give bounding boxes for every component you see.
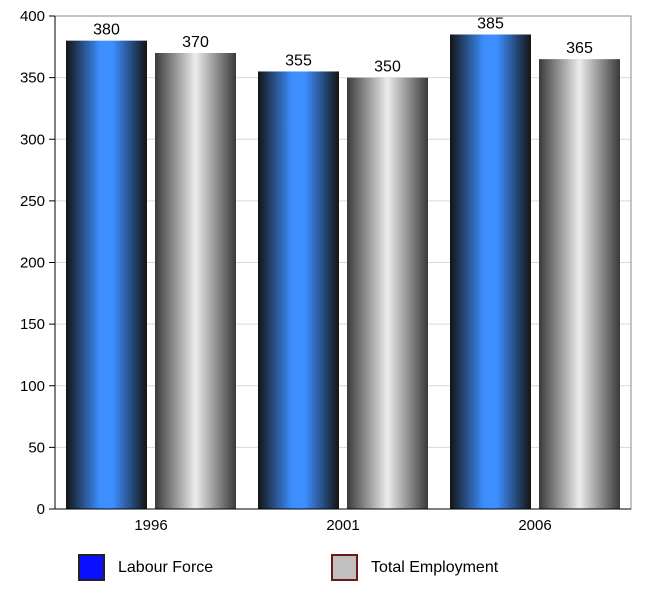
legend-swatch-total-employment bbox=[331, 554, 358, 581]
bar-labour-force-2006 bbox=[450, 34, 531, 510]
bar-total-employment-2001 bbox=[347, 77, 428, 509]
y-tick-label-50: 50 bbox=[28, 439, 45, 456]
labels: 0 50 100 150 200 250 300 350 400 380 370 1996 355 350… bbox=[20, 8, 593, 534]
bar-labour-force-2001 bbox=[258, 71, 339, 510]
bar-total-employment-1996 bbox=[155, 52, 236, 509]
data-label-labour-force-1996: 380 bbox=[93, 22, 120, 39]
legend: Labour Force Total Employment bbox=[0, 554, 655, 590]
data-label-total-employment-2006: 365 bbox=[566, 40, 593, 57]
y-tick-label-100: 100 bbox=[20, 378, 45, 395]
x-tick-label-2001: 2001 bbox=[326, 517, 359, 534]
data-label-total-employment-2001: 350 bbox=[374, 59, 401, 76]
y-tick-label-0: 0 bbox=[37, 501, 45, 518]
bar-chart: 0 50 100 150 200 250 300 350 400 380 370 1996 355 350… bbox=[20, 8, 632, 534]
x-tick-label-1996: 1996 bbox=[134, 517, 167, 534]
legend-swatch-labour-force bbox=[78, 554, 105, 581]
y-tick-label-350: 350 bbox=[20, 70, 45, 87]
bar-labour-force-1996 bbox=[66, 40, 147, 510]
bars bbox=[66, 34, 620, 510]
legend-item-total-employment: Total Employment bbox=[331, 554, 498, 581]
legend-item-labour-force: Labour Force bbox=[78, 554, 213, 581]
y-tick-label-300: 300 bbox=[20, 131, 45, 148]
y-tick-label-150: 150 bbox=[20, 316, 45, 333]
y-tick-label-200: 200 bbox=[20, 255, 45, 272]
y-tick-label-250: 250 bbox=[20, 193, 45, 210]
data-label-labour-force-2001: 355 bbox=[285, 52, 312, 69]
legend-label-total-employment: Total Employment bbox=[371, 558, 499, 576]
axes bbox=[49, 15, 632, 510]
y-tick-label-400: 400 bbox=[20, 8, 45, 25]
legend-label-labour-force: Labour Force bbox=[118, 558, 214, 576]
bar-total-employment-2006 bbox=[539, 59, 620, 509]
data-label-labour-force-2006: 385 bbox=[477, 15, 504, 32]
x-tick-label-2006: 2006 bbox=[518, 517, 551, 534]
data-label-total-employment-1996: 370 bbox=[182, 34, 209, 51]
